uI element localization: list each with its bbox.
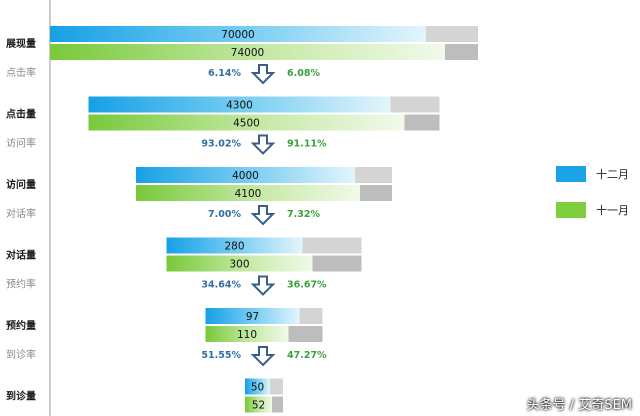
bar-nov <box>205 326 289 342</box>
watermark: 头条号 / 艾奇SEM <box>526 398 632 413</box>
bar-nov <box>88 114 405 131</box>
stage-label: 到诊量 <box>6 390 36 403</box>
bar-dec <box>50 26 426 42</box>
down-arrow-icon <box>250 134 276 155</box>
legend-label-dec: 十二月 <box>596 167 629 181</box>
bar-nov <box>166 255 313 272</box>
bar-value-dec: 50 <box>251 382 264 394</box>
bar-dec <box>166 237 303 254</box>
bar-value-nov: 4100 <box>235 188 262 200</box>
rate-label: 访问率 <box>6 137 36 150</box>
bar-dec <box>205 308 300 324</box>
rate-label: 到诊率 <box>6 348 36 361</box>
rate-value-dec: 93.02% <box>201 139 241 150</box>
bar-value-nov: 4500 <box>233 118 260 130</box>
bar-dec <box>136 167 355 183</box>
down-arrow-icon <box>250 205 276 226</box>
rate-value-dec: 34.64% <box>201 280 241 291</box>
bar-value-nov: 300 <box>229 259 249 271</box>
down-arrow-icon <box>250 275 276 296</box>
down-arrow-icon <box>250 64 276 85</box>
rate-label: 点击率 <box>6 66 36 79</box>
bar-dec <box>88 96 391 113</box>
rate-label: 预约率 <box>6 278 36 291</box>
bar-value-nov: 110 <box>237 329 257 341</box>
bar-nov <box>136 185 360 201</box>
stage-label: 点击量 <box>6 108 36 121</box>
stage-label: 预约量 <box>6 319 36 332</box>
bar-nov <box>245 396 272 413</box>
legend-label-nov: 十一月 <box>596 203 629 217</box>
legend-swatch-nov <box>556 202 586 218</box>
rate-value-dec: 6.14% <box>208 68 241 79</box>
legend-swatch-dec <box>556 166 586 182</box>
stage-label: 对话量 <box>6 249 36 262</box>
stage-label: 展现量 <box>6 37 36 50</box>
rate-value-nov: 36.67% <box>287 280 327 291</box>
down-arrow-icon <box>250 346 276 367</box>
bar-value-dec: 280 <box>224 241 244 253</box>
bar-value-dec: 4300 <box>226 100 253 112</box>
bar-dec <box>245 378 270 395</box>
rate-value-nov: 91.11% <box>287 139 327 150</box>
rate-value-nov: 47.27% <box>287 350 327 361</box>
bar-value-dec: 70000 <box>221 29 254 41</box>
rate-value-nov: 6.08% <box>287 68 320 79</box>
bar-value-dec: 97 <box>246 311 259 323</box>
stage-label: 访问量 <box>6 178 36 191</box>
rate-value-nov: 7.32% <box>287 209 320 220</box>
rate-label: 对话率 <box>6 207 36 220</box>
rate-value-dec: 7.00% <box>208 209 241 220</box>
bar-value-nov: 74000 <box>231 47 264 59</box>
bar-value-dec: 4000 <box>232 170 259 182</box>
bar-nov <box>50 44 445 60</box>
bar-value-nov: 52 <box>252 400 265 412</box>
rate-value-dec: 51.55% <box>201 350 241 361</box>
